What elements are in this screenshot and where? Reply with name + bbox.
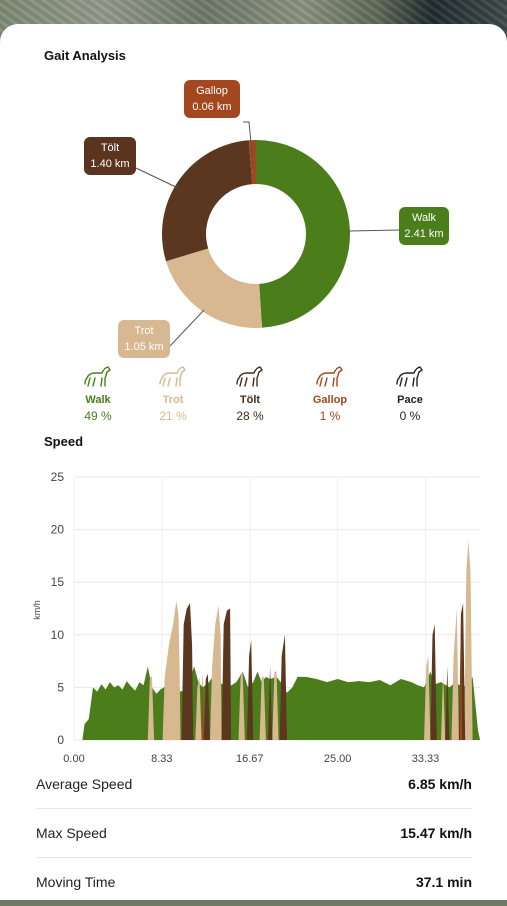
- x-tick-label: 16.67: [236, 753, 264, 765]
- stat-max-speed-value: 15.47 km/h: [400, 824, 472, 841]
- stat-average-speed-label: Average Speed: [36, 775, 133, 792]
- stat-average-speed-value: 6.85 km/h: [408, 775, 472, 792]
- horse-trot-icon: [159, 366, 186, 387]
- stat-moving-time-label: Moving Time: [36, 873, 116, 890]
- y-tick-label: 15: [51, 575, 65, 589]
- legend-label: Pace: [397, 394, 423, 406]
- leader-line-walk: [348, 229, 400, 232]
- legend-label: Trot: [162, 394, 184, 406]
- callout-walk: Walk 2.41 km: [399, 207, 449, 245]
- speed-chart: 0 5 10 15 20 25 0.00 8.33 16.67 25.00 33.33 km/h: [32, 470, 481, 765]
- x-tick-label: 8.33: [151, 753, 172, 765]
- legend-item-pace: Pace 0 %: [380, 364, 440, 423]
- callout-trot: Trot 1.05 km: [118, 320, 170, 358]
- legend-item-trot: Trot 21 %: [143, 364, 203, 423]
- y-axis-label: km/h: [32, 600, 42, 620]
- callout-gallop: Gallop 0.06 km: [184, 80, 240, 118]
- leader-line-gallop: [243, 121, 254, 165]
- stat-max-speed: Max Speed 15.47 km/h: [36, 808, 472, 857]
- legend-percent: 21 %: [159, 409, 187, 423]
- y-tick-label: 25: [51, 470, 65, 484]
- y-tick-label: 5: [57, 680, 64, 694]
- callout-tolt-value: 1.40 km: [90, 158, 130, 170]
- y-tick-label: 20: [51, 523, 65, 537]
- legend-percent: 28 %: [236, 409, 264, 423]
- horse-gallop-icon: [316, 366, 343, 387]
- stat-moving-time-value: 37.1 min: [415, 873, 472, 890]
- stat-max-speed-label: Max Speed: [36, 824, 107, 841]
- legend-label: Gallop: [312, 394, 348, 406]
- callout-gallop-name: Gallop: [196, 85, 228, 97]
- x-tick-label: 25.00: [324, 753, 352, 765]
- donut-slice-trot: [166, 248, 262, 328]
- legend-item-walk: Walk 49 %: [68, 364, 128, 423]
- callout-trot-name: Trot: [134, 325, 154, 337]
- legend-percent: 49 %: [84, 409, 112, 423]
- stat-average-speed: Average Speed 6.85 km/h: [36, 759, 472, 808]
- speed-title: Speed: [44, 434, 84, 449]
- donut-slice-walk: [256, 140, 350, 328]
- donut-slice-tölt: [162, 140, 253, 262]
- legend-percent: 1 %: [319, 409, 341, 423]
- horse-tolt-icon: [236, 366, 263, 387]
- y-tick-label: 10: [51, 628, 65, 642]
- legend-item-tolt: Tölt 28 %: [220, 364, 280, 423]
- leader-line-tolt: [135, 167, 179, 189]
- gait-donut-chart: [135, 121, 400, 347]
- x-tick-label: 33.33: [412, 753, 440, 765]
- legend-item-gallop: Gallop 1 %: [300, 364, 360, 423]
- legend-label: Walk: [85, 394, 111, 406]
- horse-walk-icon: [84, 366, 111, 387]
- callout-tolt-name: Tölt: [100, 142, 120, 154]
- legend-percent: 0 %: [399, 409, 421, 423]
- y-tick-label: 0: [57, 733, 64, 747]
- callout-walk-value: 2.41 km: [404, 228, 444, 240]
- callout-walk-name: Walk: [411, 212, 437, 224]
- speed-area-tolt: [181, 603, 466, 740]
- horse-pace-icon: [396, 366, 423, 387]
- divider: [36, 808, 472, 809]
- callout-tolt: Tölt 1.40 km: [84, 137, 136, 175]
- divider: [36, 857, 472, 858]
- x-tick-label: 0.00: [63, 753, 84, 765]
- callout-trot-value: 1.05 km: [124, 341, 164, 353]
- leader-line-trot: [169, 309, 205, 347]
- callout-gallop-value: 0.06 km: [192, 101, 232, 113]
- legend-label: Tölt: [239, 394, 261, 406]
- stat-moving-time: Moving Time 37.1 min: [36, 857, 472, 906]
- gait-analysis-title: Gait Analysis: [44, 48, 126, 63]
